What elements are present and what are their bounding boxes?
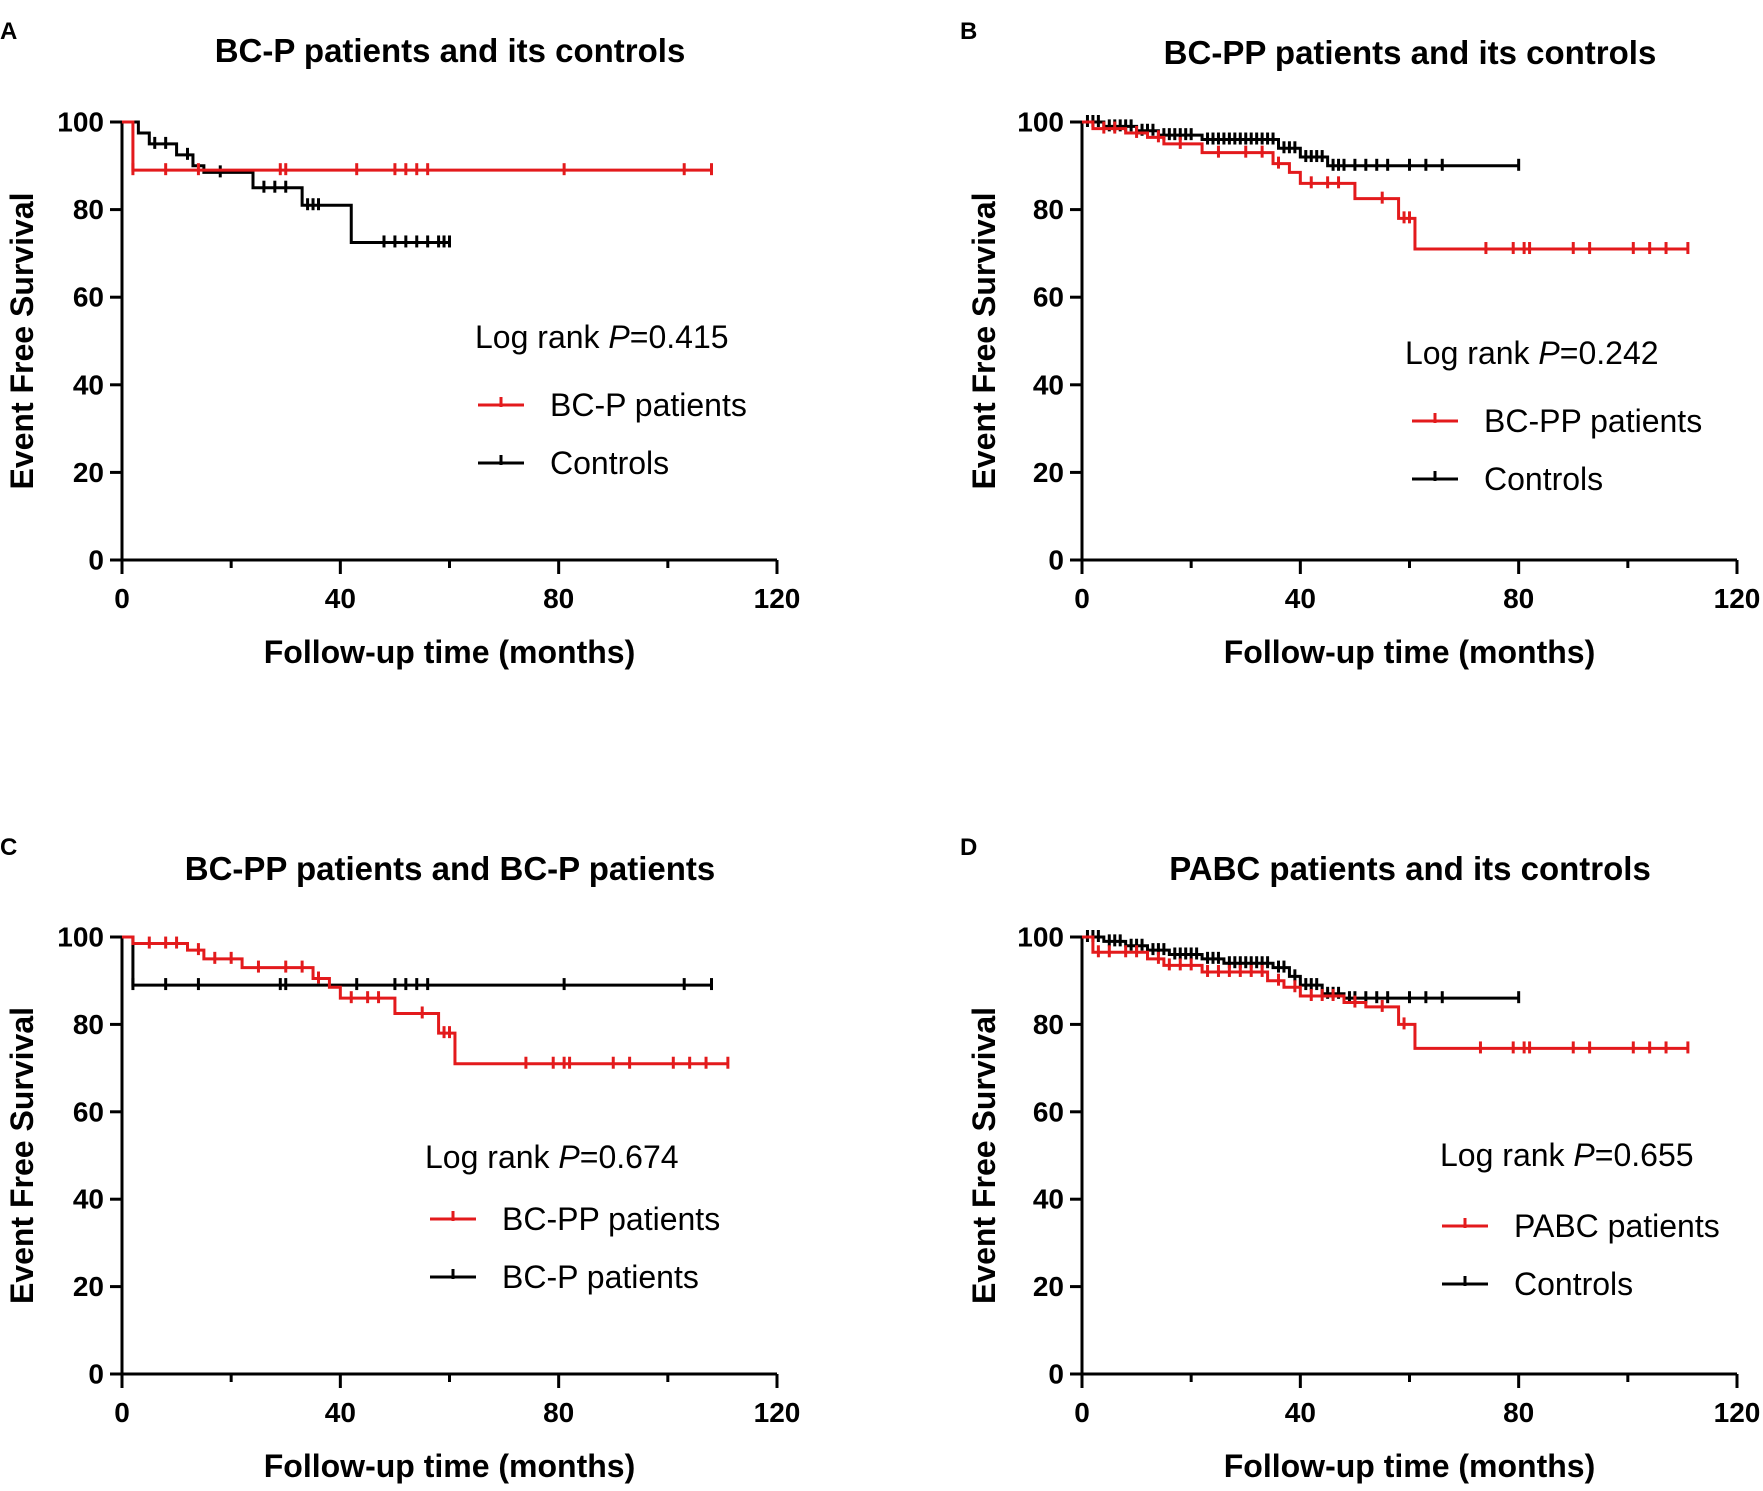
y-tick-label: 80: [1033, 1009, 1064, 1040]
y-tick-label: 0: [88, 545, 104, 576]
log-rank-p-symbol: P: [1538, 335, 1560, 371]
log-rank-text: Log rank P=0.674: [425, 1139, 679, 1175]
series-line-bc-p-patients: [122, 935, 712, 987]
log-rank-text: Log rank P=0.655: [1440, 1137, 1694, 1173]
x-tick-label: 80: [1503, 583, 1534, 614]
log-rank-p-symbol: P: [1573, 1137, 1595, 1173]
y-tick-label: 20: [73, 1271, 104, 1302]
series-line-bc-pp-patients: [122, 935, 728, 1066]
x-tick-label: 80: [543, 1397, 574, 1428]
x-tick-label: 120: [1714, 583, 1761, 614]
x-tick-label: 40: [1285, 583, 1316, 614]
y-tick-label: 0: [1048, 1359, 1064, 1390]
log-rank-p-symbol: P: [608, 319, 630, 355]
x-axis-title: Follow-up time (months): [264, 634, 636, 670]
log-rank-label: Log rank: [1405, 335, 1538, 371]
log-rank-p-value: =0.415: [630, 319, 729, 355]
log-rank-p-value: =0.655: [1595, 1137, 1694, 1173]
log-rank-p-symbol: P: [558, 1139, 580, 1175]
legend-item: Controls: [1412, 461, 1603, 497]
y-tick-label: 80: [73, 1009, 104, 1040]
y-tick-label: 100: [1017, 107, 1064, 138]
x-tick-label: 0: [1074, 583, 1090, 614]
chart-title: BC-PP patients and BC-P patients: [185, 850, 716, 887]
panel-d: D PABC patients and its controls 0 20 40 60 80…: [960, 834, 1760, 1484]
y-tick-label: 0: [1048, 545, 1064, 576]
y-axis-title: Event Free Survival: [4, 1007, 40, 1304]
y-tick-label: 100: [1017, 922, 1064, 953]
y-tick-label: 60: [1033, 1096, 1064, 1127]
legend-item: Controls: [1442, 1266, 1633, 1302]
y-tick-label: 80: [1033, 194, 1064, 225]
log-rank-label: Log rank: [425, 1139, 558, 1175]
legend-item: BC-PP patients: [430, 1201, 720, 1237]
x-tick-label: 40: [1285, 1397, 1316, 1428]
chart-title: BC-PP patients and its controls: [1164, 34, 1657, 71]
legend-item: Controls: [478, 445, 669, 481]
chart-title: BC-P patients and its controls: [215, 32, 686, 69]
log-rank-label: Log rank: [1440, 1137, 1573, 1173]
legend-label: BC-P patients: [550, 387, 747, 423]
y-tick-label: 20: [1033, 1271, 1064, 1302]
y-axis-title: Event Free Survival: [4, 192, 40, 489]
x-tick-label: 40: [325, 1397, 356, 1428]
series-line-bc-pp-patients: [1082, 120, 1688, 251]
panel-letter: C: [0, 834, 17, 861]
legend-label: BC-PP patients: [502, 1201, 720, 1237]
legend-item: PABC patients: [1442, 1208, 1720, 1244]
legend-item: BC-P patients: [478, 387, 747, 423]
x-axis-title: Follow-up time (months): [264, 1448, 636, 1484]
panel-b: B BC-PP patients and its controls 0 20 40 60 8…: [960, 18, 1760, 670]
y-tick-label: 40: [73, 369, 104, 400]
x-tick-label: 120: [754, 583, 801, 614]
panel-letter: B: [960, 18, 977, 45]
log-rank-text: Log rank P=0.415: [475, 319, 729, 355]
x-axis-title: Follow-up time (months): [1224, 634, 1596, 670]
y-tick-label: 60: [73, 1096, 104, 1127]
legend-label: PABC patients: [1514, 1208, 1720, 1244]
panel-letter: A: [0, 18, 17, 45]
legend-label: Controls: [550, 445, 669, 481]
legend-label: BC-P patients: [502, 1259, 699, 1295]
panel-c: C BC-PP patients and BC-P patients 0 20 40 60…: [0, 834, 800, 1484]
x-tick-label: 0: [114, 583, 130, 614]
legend-label: Controls: [1484, 461, 1603, 497]
x-tick-label: 120: [1714, 1397, 1761, 1428]
series-line-controls: [1082, 935, 1519, 1000]
x-tick-label: 0: [1074, 1397, 1090, 1428]
y-axis-title: Event Free Survival: [966, 1007, 1002, 1304]
y-axis-title: Event Free Survival: [966, 192, 1002, 489]
y-tick-label: 60: [73, 282, 104, 313]
legend-label: Controls: [1514, 1266, 1633, 1302]
panel-a: A BC-P patients and its controls 0 20 40 60 80…: [0, 18, 800, 670]
y-tick-label: 100: [57, 922, 104, 953]
y-tick-label: 0: [88, 1359, 104, 1390]
y-tick-label: 40: [1033, 369, 1064, 400]
x-tick-label: 40: [325, 583, 356, 614]
y-tick-label: 40: [1033, 1184, 1064, 1215]
log-rank-label: Log rank: [475, 319, 608, 355]
series-line-pabc-patients: [1082, 935, 1688, 1050]
log-rank-p-value: =0.242: [1560, 335, 1659, 371]
y-tick-label: 20: [73, 457, 104, 488]
x-tick-label: 80: [543, 583, 574, 614]
x-tick-label: 120: [754, 1397, 801, 1428]
legend-label: BC-PP patients: [1484, 403, 1702, 439]
log-rank-text: Log rank P=0.242: [1405, 335, 1659, 371]
x-axis-title: Follow-up time (months): [1224, 1448, 1596, 1484]
panel-letter: D: [960, 834, 977, 861]
log-rank-p-value: =0.674: [580, 1139, 679, 1175]
y-tick-label: 60: [1033, 282, 1064, 313]
y-tick-label: 80: [73, 194, 104, 225]
x-tick-label: 80: [1503, 1397, 1534, 1428]
chart-title: PABC patients and its controls: [1169, 850, 1651, 887]
x-tick-label: 0: [114, 1397, 130, 1428]
y-tick-label: 40: [73, 1184, 104, 1215]
y-tick-label: 20: [1033, 457, 1064, 488]
series-line-bc-p-patients: [122, 120, 712, 172]
legend-item: BC-P patients: [430, 1259, 699, 1295]
legend-item: BC-PP patients: [1412, 403, 1702, 439]
y-tick-label: 100: [57, 107, 104, 138]
